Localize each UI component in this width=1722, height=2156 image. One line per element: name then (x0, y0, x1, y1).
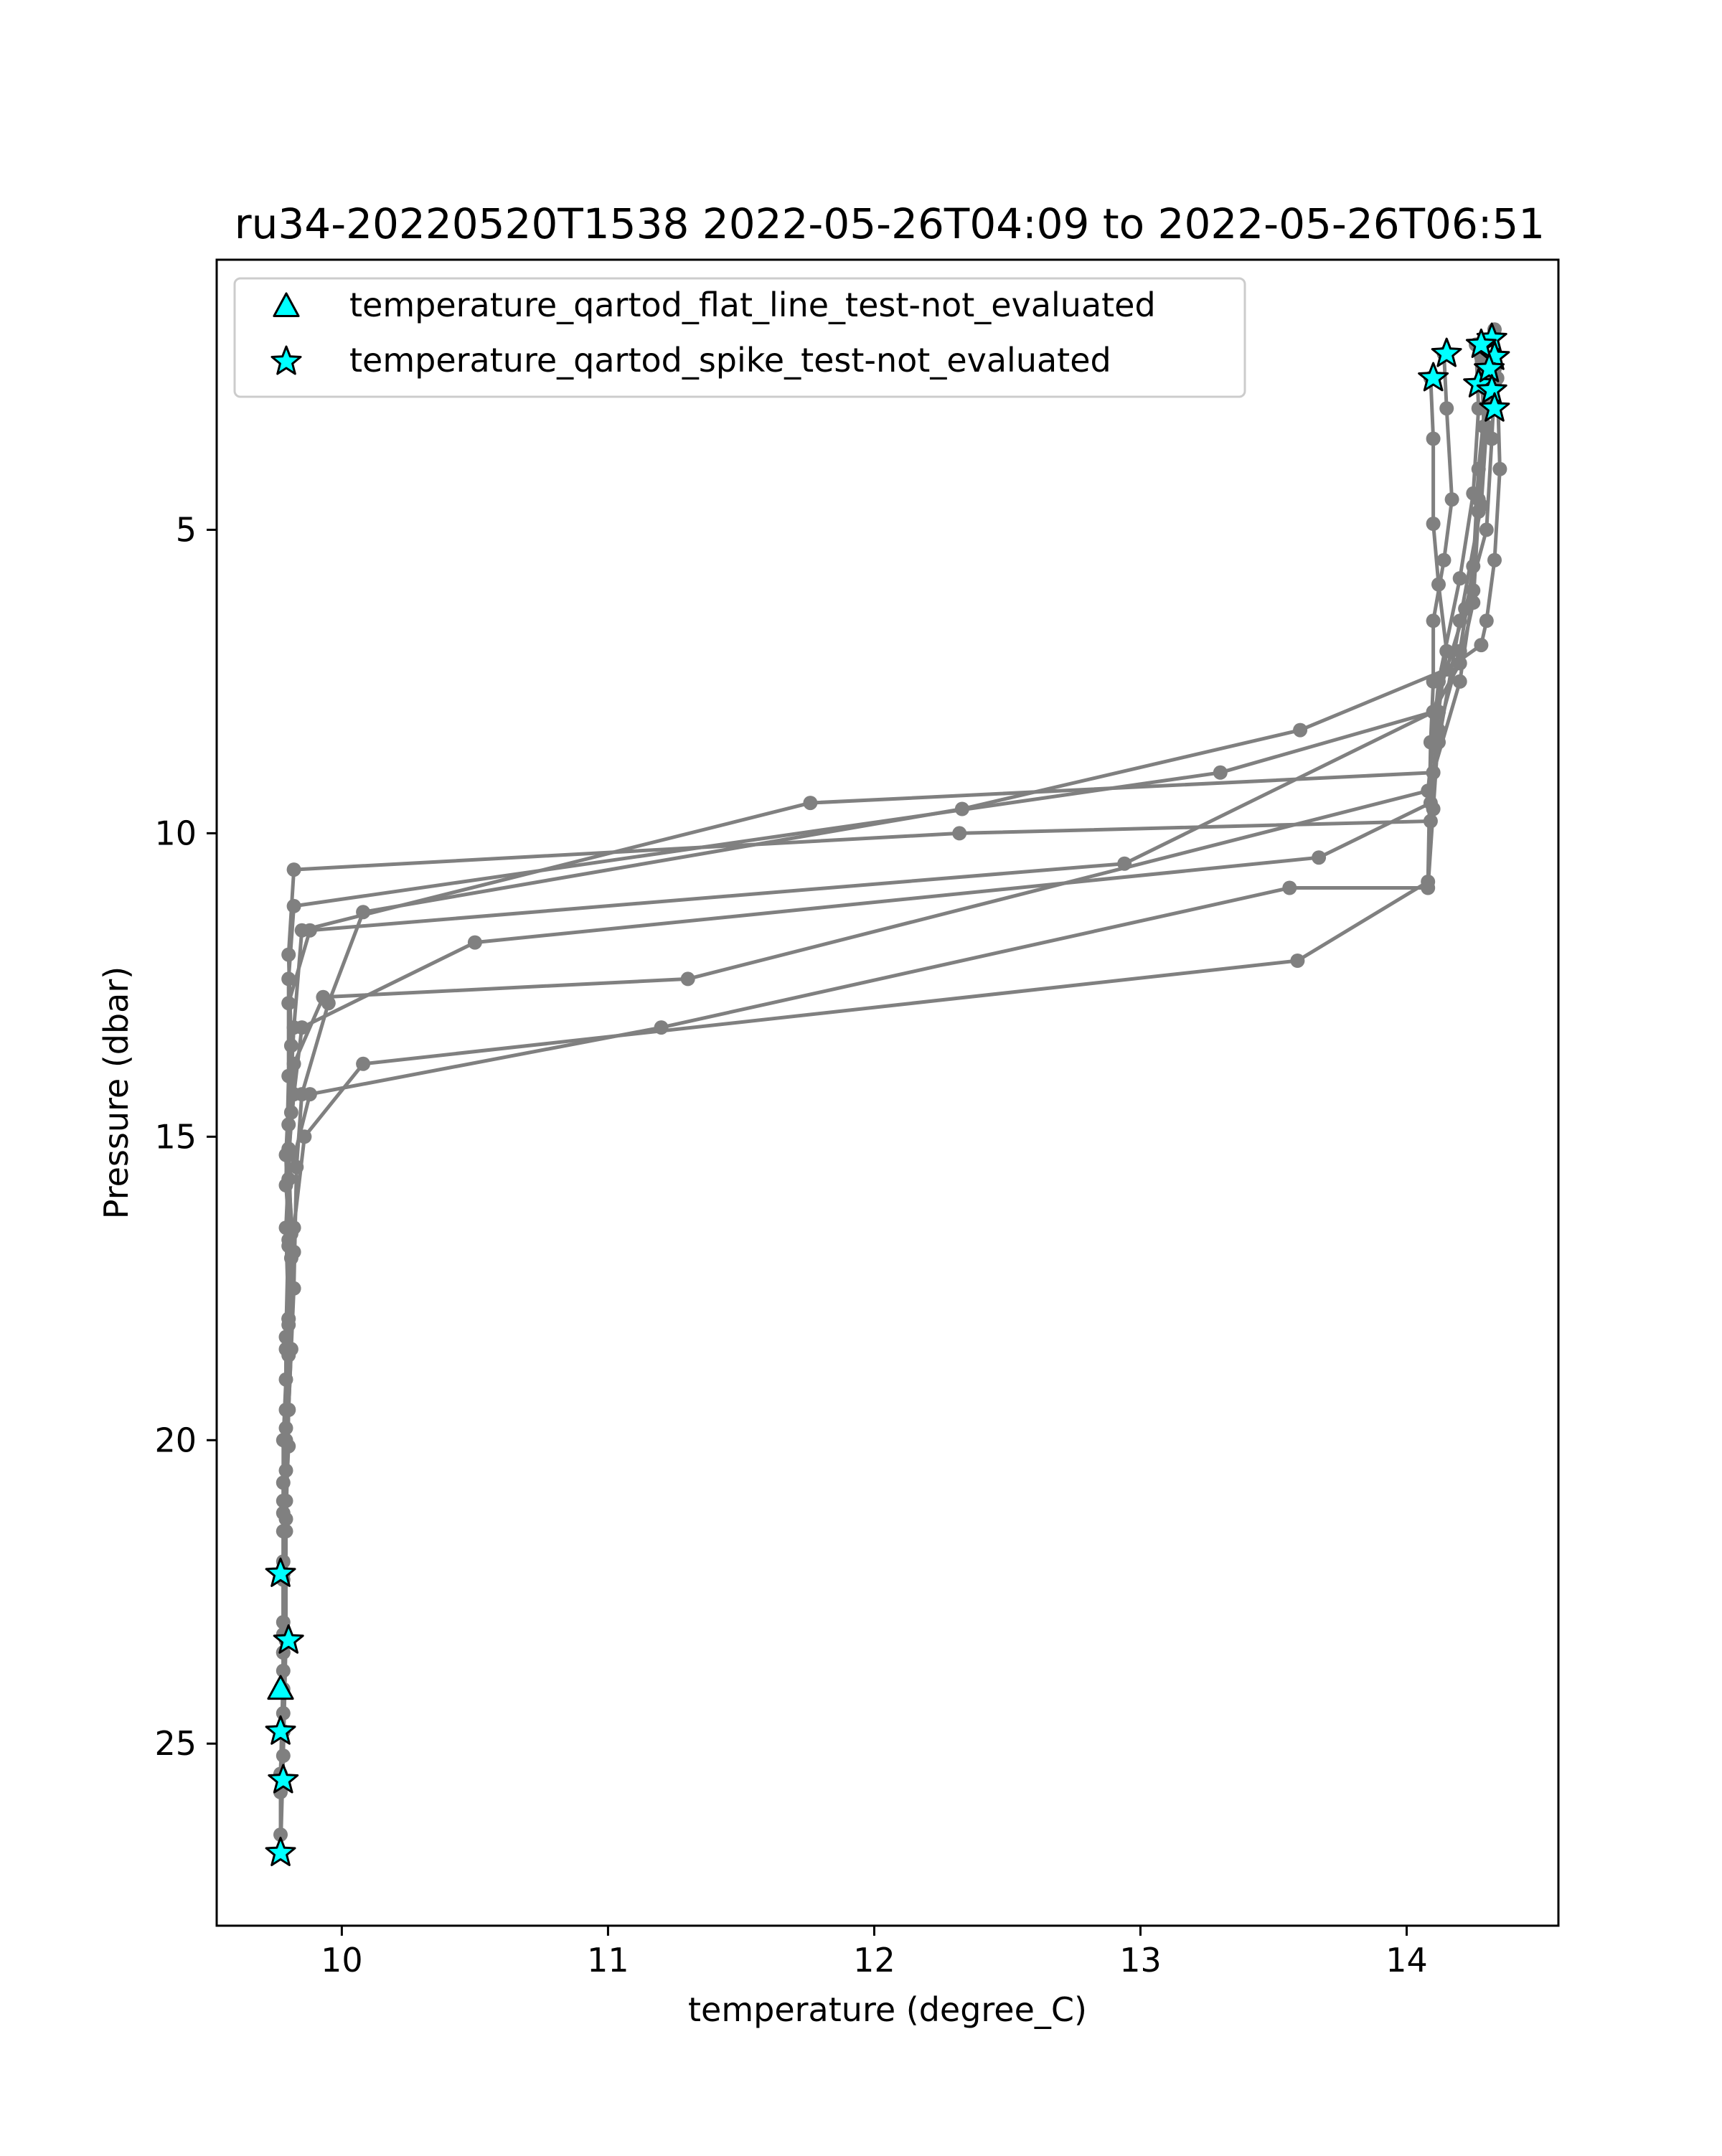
data-point (281, 971, 296, 987)
data-point (302, 923, 317, 938)
data-point (1436, 552, 1452, 568)
legend: temperature_qartod_flat_line_test-not_ev… (233, 277, 1246, 398)
data-point (1290, 954, 1305, 968)
data-point (356, 1056, 371, 1071)
spike-test-star-marker (268, 1764, 299, 1794)
x-tick-label: 11 (587, 1941, 629, 1980)
data-point (302, 1087, 317, 1102)
data-point (1466, 486, 1481, 501)
plot-frame (215, 258, 1560, 1927)
x-tick-label: 12 (853, 1941, 895, 1980)
data-point (1452, 644, 1467, 659)
data-point (316, 989, 331, 1004)
axes: 10 11 12 13 14 5 10 15 20 25 (154, 510, 1427, 1980)
chart-title: ru34-20220520T1538 2022-05-26T04:09 to 2… (235, 199, 1545, 248)
data-point (1426, 431, 1441, 446)
spike-test-star-marker (1431, 337, 1462, 367)
data-point (1282, 880, 1297, 895)
spike-test-star-marker (1479, 392, 1510, 422)
data-point (1466, 559, 1481, 574)
spike-test-star-marker (1465, 328, 1497, 358)
data-point (1479, 613, 1494, 629)
y-tick-label: 15 (154, 1117, 197, 1156)
data-point (276, 1505, 291, 1520)
data-point (1452, 571, 1467, 586)
data-point (276, 1705, 291, 1720)
spike-test-star-marker (265, 1715, 296, 1745)
data-point (1431, 674, 1446, 689)
data-point (281, 1141, 296, 1157)
data-point (286, 862, 301, 877)
data-point (1293, 722, 1308, 738)
legend-triangle-icon (273, 292, 300, 317)
data-point (680, 971, 695, 987)
data-point (1474, 638, 1489, 653)
data-point (1452, 674, 1467, 689)
data-point (281, 1317, 296, 1332)
data-point (467, 935, 482, 950)
data-point (1426, 613, 1441, 629)
data-point (281, 996, 296, 1011)
spike-test-star-marker (1474, 352, 1505, 382)
data-point (1421, 783, 1436, 799)
data-point (1426, 801, 1441, 816)
legend-star-icon (270, 345, 302, 375)
data-point (286, 898, 301, 913)
data-point (1479, 522, 1494, 537)
data-point (276, 1615, 291, 1629)
y-tick-label: 25 (154, 1724, 197, 1763)
y-tick-label: 10 (154, 814, 197, 852)
data-point (1439, 401, 1454, 416)
x-tick-label: 10 (321, 1941, 363, 1980)
data-point (283, 1226, 298, 1241)
data-point (1431, 577, 1446, 592)
spike-test-star-marker (1418, 362, 1449, 392)
spike-test-star-marker (273, 1624, 304, 1654)
x-axis-label: temperature (degree_C) (688, 1990, 1087, 2029)
data-point (1444, 492, 1459, 507)
data-point (1485, 431, 1500, 446)
data-point (1492, 461, 1507, 476)
data-point (803, 796, 818, 811)
x-tick-label: 13 (1119, 1941, 1162, 1980)
spike-test-star-marker (265, 1557, 296, 1587)
legend-label-spike: temperature_qartod_spike_test-not_evalua… (349, 341, 1111, 380)
data-point (1312, 850, 1327, 865)
y-tick-label: 5 (176, 510, 197, 549)
data-point (1213, 765, 1228, 780)
flat-line-test-triangle-marker (267, 1675, 294, 1700)
data-point (952, 826, 967, 841)
y-axis-label: Pressure (dbar) (97, 966, 136, 1219)
spike-test-star-marker (265, 1837, 296, 1866)
data-point (1487, 552, 1502, 568)
legend-label-flat-line: temperature_qartod_flat_line_test-not_ev… (349, 286, 1156, 324)
x-tick-label: 14 (1385, 1941, 1428, 1980)
y-tick-label: 20 (154, 1421, 197, 1459)
spike-test-star-marker (1476, 374, 1507, 404)
data-point (286, 1056, 301, 1071)
data-point (1426, 705, 1441, 720)
plot-area (265, 322, 1510, 1866)
data-point (1426, 517, 1441, 531)
legend-box (233, 277, 1246, 398)
data-point (294, 1020, 309, 1035)
data-point (1421, 880, 1436, 895)
data-point (654, 1020, 669, 1035)
data-point (278, 1403, 293, 1417)
